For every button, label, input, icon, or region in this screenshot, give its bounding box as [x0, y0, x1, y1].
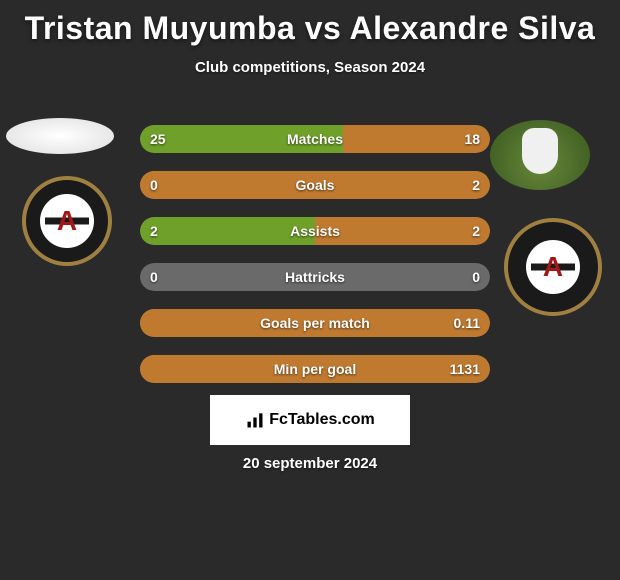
stat-row: 00Hattricks	[140, 263, 490, 291]
date-label: 20 september 2024	[0, 455, 620, 472]
stat-label: Assists	[140, 217, 490, 245]
stat-label: Hattricks	[140, 263, 490, 291]
player1-club-badge: A	[22, 176, 112, 266]
footer-brand-text: FcTables.com	[269, 411, 375, 429]
stats-chart: 2518Matches 02Goals 22Assists 00Hattricks 0.…	[140, 125, 490, 401]
player1-avatar	[6, 118, 114, 154]
subtitle: Club competitions, Season 2024	[0, 59, 620, 76]
stat-label: Goals per match	[140, 309, 490, 337]
stat-row: 2518Matches	[140, 125, 490, 153]
player2-name: Alexandre Silva	[350, 10, 596, 46]
stat-row: 0.11Goals per match	[140, 309, 490, 337]
stat-label: Min per goal	[140, 355, 490, 383]
stat-label: Goals	[140, 171, 490, 199]
stat-row: 22Assists	[140, 217, 490, 245]
chart-icon	[245, 410, 265, 430]
stat-row: 1131Min per goal	[140, 355, 490, 383]
page-title: Tristan Muyumba vs Alexandre Silva	[0, 0, 620, 47]
player2-avatar	[490, 120, 590, 190]
vs-label: vs	[305, 10, 342, 46]
footer-brand-box: FcTables.com	[210, 395, 410, 445]
player1-name: Tristan Muyumba	[25, 10, 296, 46]
player2-club-badge: A	[504, 218, 602, 316]
stat-row: 02Goals	[140, 171, 490, 199]
stat-label: Matches	[140, 125, 490, 153]
